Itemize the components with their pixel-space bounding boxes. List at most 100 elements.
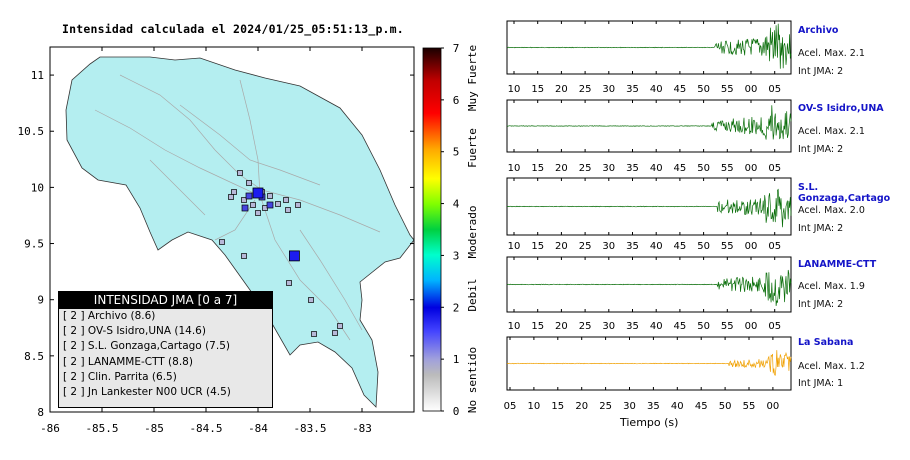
legend-item: [ 2 ] Jn Lankester N00 UCR (4.5) <box>63 385 231 398</box>
seismogram-tick-label: 05 <box>768 84 781 95</box>
station-marker <box>241 253 247 259</box>
seismogram-tick-label: 25 <box>579 241 592 252</box>
seismogram-tick-label: 40 <box>671 401 684 412</box>
x-tick-label: -85 <box>144 422 164 435</box>
seismogram-tick-label: 40 <box>650 321 663 332</box>
station-int: Int JMA: 2 <box>798 299 844 310</box>
seismogram-tick-label: 30 <box>602 84 615 95</box>
large-station-marker <box>252 187 264 199</box>
y-tick-label: 9.5 <box>24 238 44 251</box>
seismogram-tick-label: 35 <box>626 321 639 332</box>
station-name: LANAMME-CTT <box>798 259 877 270</box>
y-tick-label: 8 <box>37 406 44 419</box>
seismogram-tick-label: 00 <box>745 321 758 332</box>
station-name: OV-S Isidro,UNA <box>798 103 884 114</box>
colorbar <box>422 47 442 412</box>
seismogram-tick-label: 50 <box>697 163 710 174</box>
page-title: Intensidad calculada el 2024/01/25_05:51… <box>62 22 404 36</box>
seismogram-tick-label: 05 <box>768 321 781 332</box>
station-marker <box>267 193 273 199</box>
legend-item: [ 2 ] Archivo (8.6) <box>63 310 156 322</box>
seismogram-tick-label: 35 <box>626 84 639 95</box>
seismogram-tick-label: 20 <box>555 321 568 332</box>
seismogram-tick-label: 15 <box>551 401 564 412</box>
seismogram-tick-label: 00 <box>745 241 758 252</box>
seismogram-tick-label: 10 <box>508 84 521 95</box>
seismogram-tick-label: 05 <box>768 241 781 252</box>
seismogram-tick-label: 20 <box>555 241 568 252</box>
road-line <box>179 104 321 186</box>
station-marker <box>255 210 261 216</box>
seismogram-tick-label: 45 <box>674 321 687 332</box>
seismogram-tick-label: 00 <box>745 163 758 174</box>
y-tick-label: 8.5 <box>24 350 44 363</box>
station-marker <box>237 170 243 176</box>
seismogram-tick-label: 10 <box>508 163 521 174</box>
y-tick-label: 10 <box>31 181 44 194</box>
map-frame <box>49 46 415 413</box>
seismogram-tick-label: 45 <box>674 163 687 174</box>
x-tick-label: -86 <box>40 422 60 435</box>
station-marker <box>245 192 253 200</box>
colorbar-label: Moderado <box>466 206 479 259</box>
road-line <box>94 109 259 196</box>
road-line <box>149 159 206 216</box>
seismogram-tick-label: 40 <box>650 241 663 252</box>
legend-title: INTENSIDAD JMA [0 a 7] <box>59 292 272 309</box>
seismogram-tick-label: 30 <box>623 401 636 412</box>
seismogram-tick-label: 00 <box>767 401 780 412</box>
colorbar-label: No sentido <box>466 347 479 413</box>
station-marker <box>228 194 234 200</box>
legend-item: [ 2 ] S.L. Gonzaga,Cartago (7.5) <box>63 340 230 353</box>
seismogram-tick-label: 30 <box>602 241 615 252</box>
station-marker <box>241 197 247 203</box>
seismogram-tick-label: 45 <box>674 84 687 95</box>
seismogram-trace <box>507 269 792 306</box>
colorbar-tick-label: 2 <box>453 301 460 314</box>
seismogram-tick-label: 35 <box>626 241 639 252</box>
x-tick-label: -85.5 <box>85 422 118 435</box>
station-marker <box>266 201 274 209</box>
seismogram-tick-label: 15 <box>531 163 544 174</box>
station-int: Int JMA: 2 <box>798 66 844 77</box>
seismogram-tick-label: 25 <box>599 401 612 412</box>
seismogram-tick-label: 25 <box>579 321 592 332</box>
seismogram-tick-label: 40 <box>650 163 663 174</box>
seismogram-tick-label: 10 <box>508 241 521 252</box>
x-tick-label: -84 <box>248 422 268 435</box>
colorbar-label: Debil <box>466 278 479 311</box>
station-marker <box>285 207 291 213</box>
seismogram-tick-label: 10 <box>508 321 521 332</box>
x-tick-label: -83.5 <box>293 422 326 435</box>
legend-item: [ 2 ] OV-S Isidro,UNA (14.6) <box>63 325 206 338</box>
seismogram-trace <box>506 188 792 228</box>
colorbar-tick-label: 4 <box>453 198 460 211</box>
station-acel: Acel. Max. 2.1 <box>798 48 865 59</box>
station-marker <box>283 197 289 203</box>
seismogram-tick-label: 00 <box>745 84 758 95</box>
station-marker <box>332 330 338 336</box>
seismogram-tick-label: 10 <box>528 401 541 412</box>
seismogram-tick-label: 50 <box>697 321 710 332</box>
seismogram-tick-label: 55 <box>721 321 734 332</box>
intensity-legend: INTENSIDAD JMA [0 a 7] [ 2 ] Archivo (8.… <box>58 291 273 408</box>
seismogram-tick-label: 25 <box>579 163 592 174</box>
x-tick-label: -84.5 <box>189 422 222 435</box>
y-tick-label: 10.5 <box>18 125 45 138</box>
station-marker <box>219 239 225 245</box>
y-tick-label: 9 <box>37 294 44 307</box>
seismogram-tick-label: 25 <box>579 84 592 95</box>
seismogram-tick-label: 55 <box>721 163 734 174</box>
seismogram-trace <box>506 105 792 140</box>
colorbar-tick-label: 7 <box>453 42 460 55</box>
seismogram-tick-label: 50 <box>719 401 732 412</box>
seismogram-tick-label: 35 <box>647 401 660 412</box>
seismogram-tick-label: 05 <box>504 401 517 412</box>
road-line <box>239 79 351 341</box>
y-tick-label: 11 <box>31 69 44 82</box>
station-name: S.L. Gonzaga,Cartago <box>798 182 891 204</box>
station-int: Int JMA: 1 <box>798 378 844 389</box>
station-marker <box>308 297 314 303</box>
seismogram-trace <box>506 23 792 69</box>
seismogram-tick-label: 55 <box>721 84 734 95</box>
